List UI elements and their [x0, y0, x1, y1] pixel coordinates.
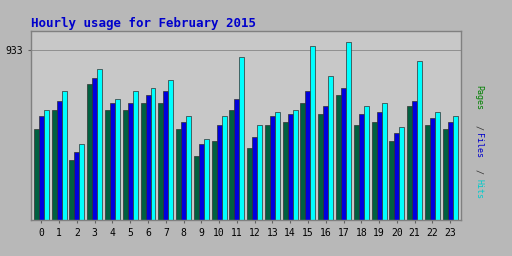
Bar — [364, 106, 369, 220]
Bar — [453, 116, 458, 220]
Bar — [399, 127, 404, 220]
Bar — [389, 141, 394, 220]
Bar — [57, 101, 61, 220]
Bar — [257, 125, 262, 220]
Bar — [252, 137, 257, 220]
Bar — [301, 103, 306, 220]
Bar — [417, 61, 422, 220]
Bar — [123, 110, 128, 220]
Bar — [341, 88, 346, 220]
Bar — [110, 103, 115, 220]
Bar — [115, 99, 120, 220]
Bar — [240, 57, 244, 220]
Text: Files: Files — [474, 133, 483, 158]
Bar — [376, 112, 381, 220]
Bar — [194, 156, 199, 220]
Bar — [407, 106, 412, 220]
Bar — [92, 78, 97, 220]
Bar — [97, 69, 102, 220]
Bar — [168, 80, 173, 220]
Bar — [34, 129, 39, 220]
Bar — [52, 110, 57, 220]
Bar — [372, 122, 376, 220]
Bar — [186, 116, 191, 220]
Bar — [74, 152, 79, 220]
Bar — [265, 125, 270, 220]
Bar — [346, 42, 351, 220]
Bar — [323, 106, 328, 220]
Bar — [222, 116, 227, 220]
Bar — [394, 133, 399, 220]
Bar — [328, 76, 333, 220]
Bar — [443, 129, 447, 220]
Text: Pages: Pages — [474, 85, 483, 110]
Bar — [310, 46, 315, 220]
Bar — [105, 110, 110, 220]
Bar — [234, 99, 240, 220]
Bar — [163, 91, 168, 220]
Text: /: / — [474, 121, 483, 135]
Bar — [270, 116, 275, 220]
Bar — [288, 114, 293, 220]
Bar — [70, 159, 74, 220]
Text: Hourly usage for February 2015: Hourly usage for February 2015 — [31, 17, 255, 29]
Bar — [217, 125, 222, 220]
Bar — [318, 114, 323, 220]
Bar — [158, 103, 163, 220]
Bar — [435, 112, 440, 220]
Bar — [133, 91, 138, 220]
Bar — [425, 125, 430, 220]
Bar — [44, 110, 49, 220]
Bar — [293, 110, 297, 220]
Bar — [176, 129, 181, 220]
Bar — [412, 101, 417, 220]
Bar — [359, 114, 364, 220]
Bar — [211, 141, 217, 220]
Bar — [283, 122, 288, 220]
Bar — [229, 110, 234, 220]
Bar — [145, 95, 151, 220]
Bar — [247, 148, 252, 220]
Bar — [181, 122, 186, 220]
Bar — [79, 144, 84, 220]
Bar — [447, 122, 453, 220]
Bar — [336, 95, 341, 220]
Bar — [39, 116, 44, 220]
Bar — [199, 144, 204, 220]
Bar — [204, 139, 209, 220]
Bar — [306, 91, 310, 220]
Bar — [151, 88, 156, 220]
Bar — [354, 125, 359, 220]
Bar — [430, 118, 435, 220]
Bar — [381, 103, 387, 220]
Text: /: / — [474, 164, 483, 179]
Bar — [87, 84, 92, 220]
Bar — [141, 103, 145, 220]
Bar — [275, 112, 280, 220]
Bar — [61, 91, 67, 220]
Text: Hits: Hits — [474, 179, 483, 199]
Bar — [128, 103, 133, 220]
